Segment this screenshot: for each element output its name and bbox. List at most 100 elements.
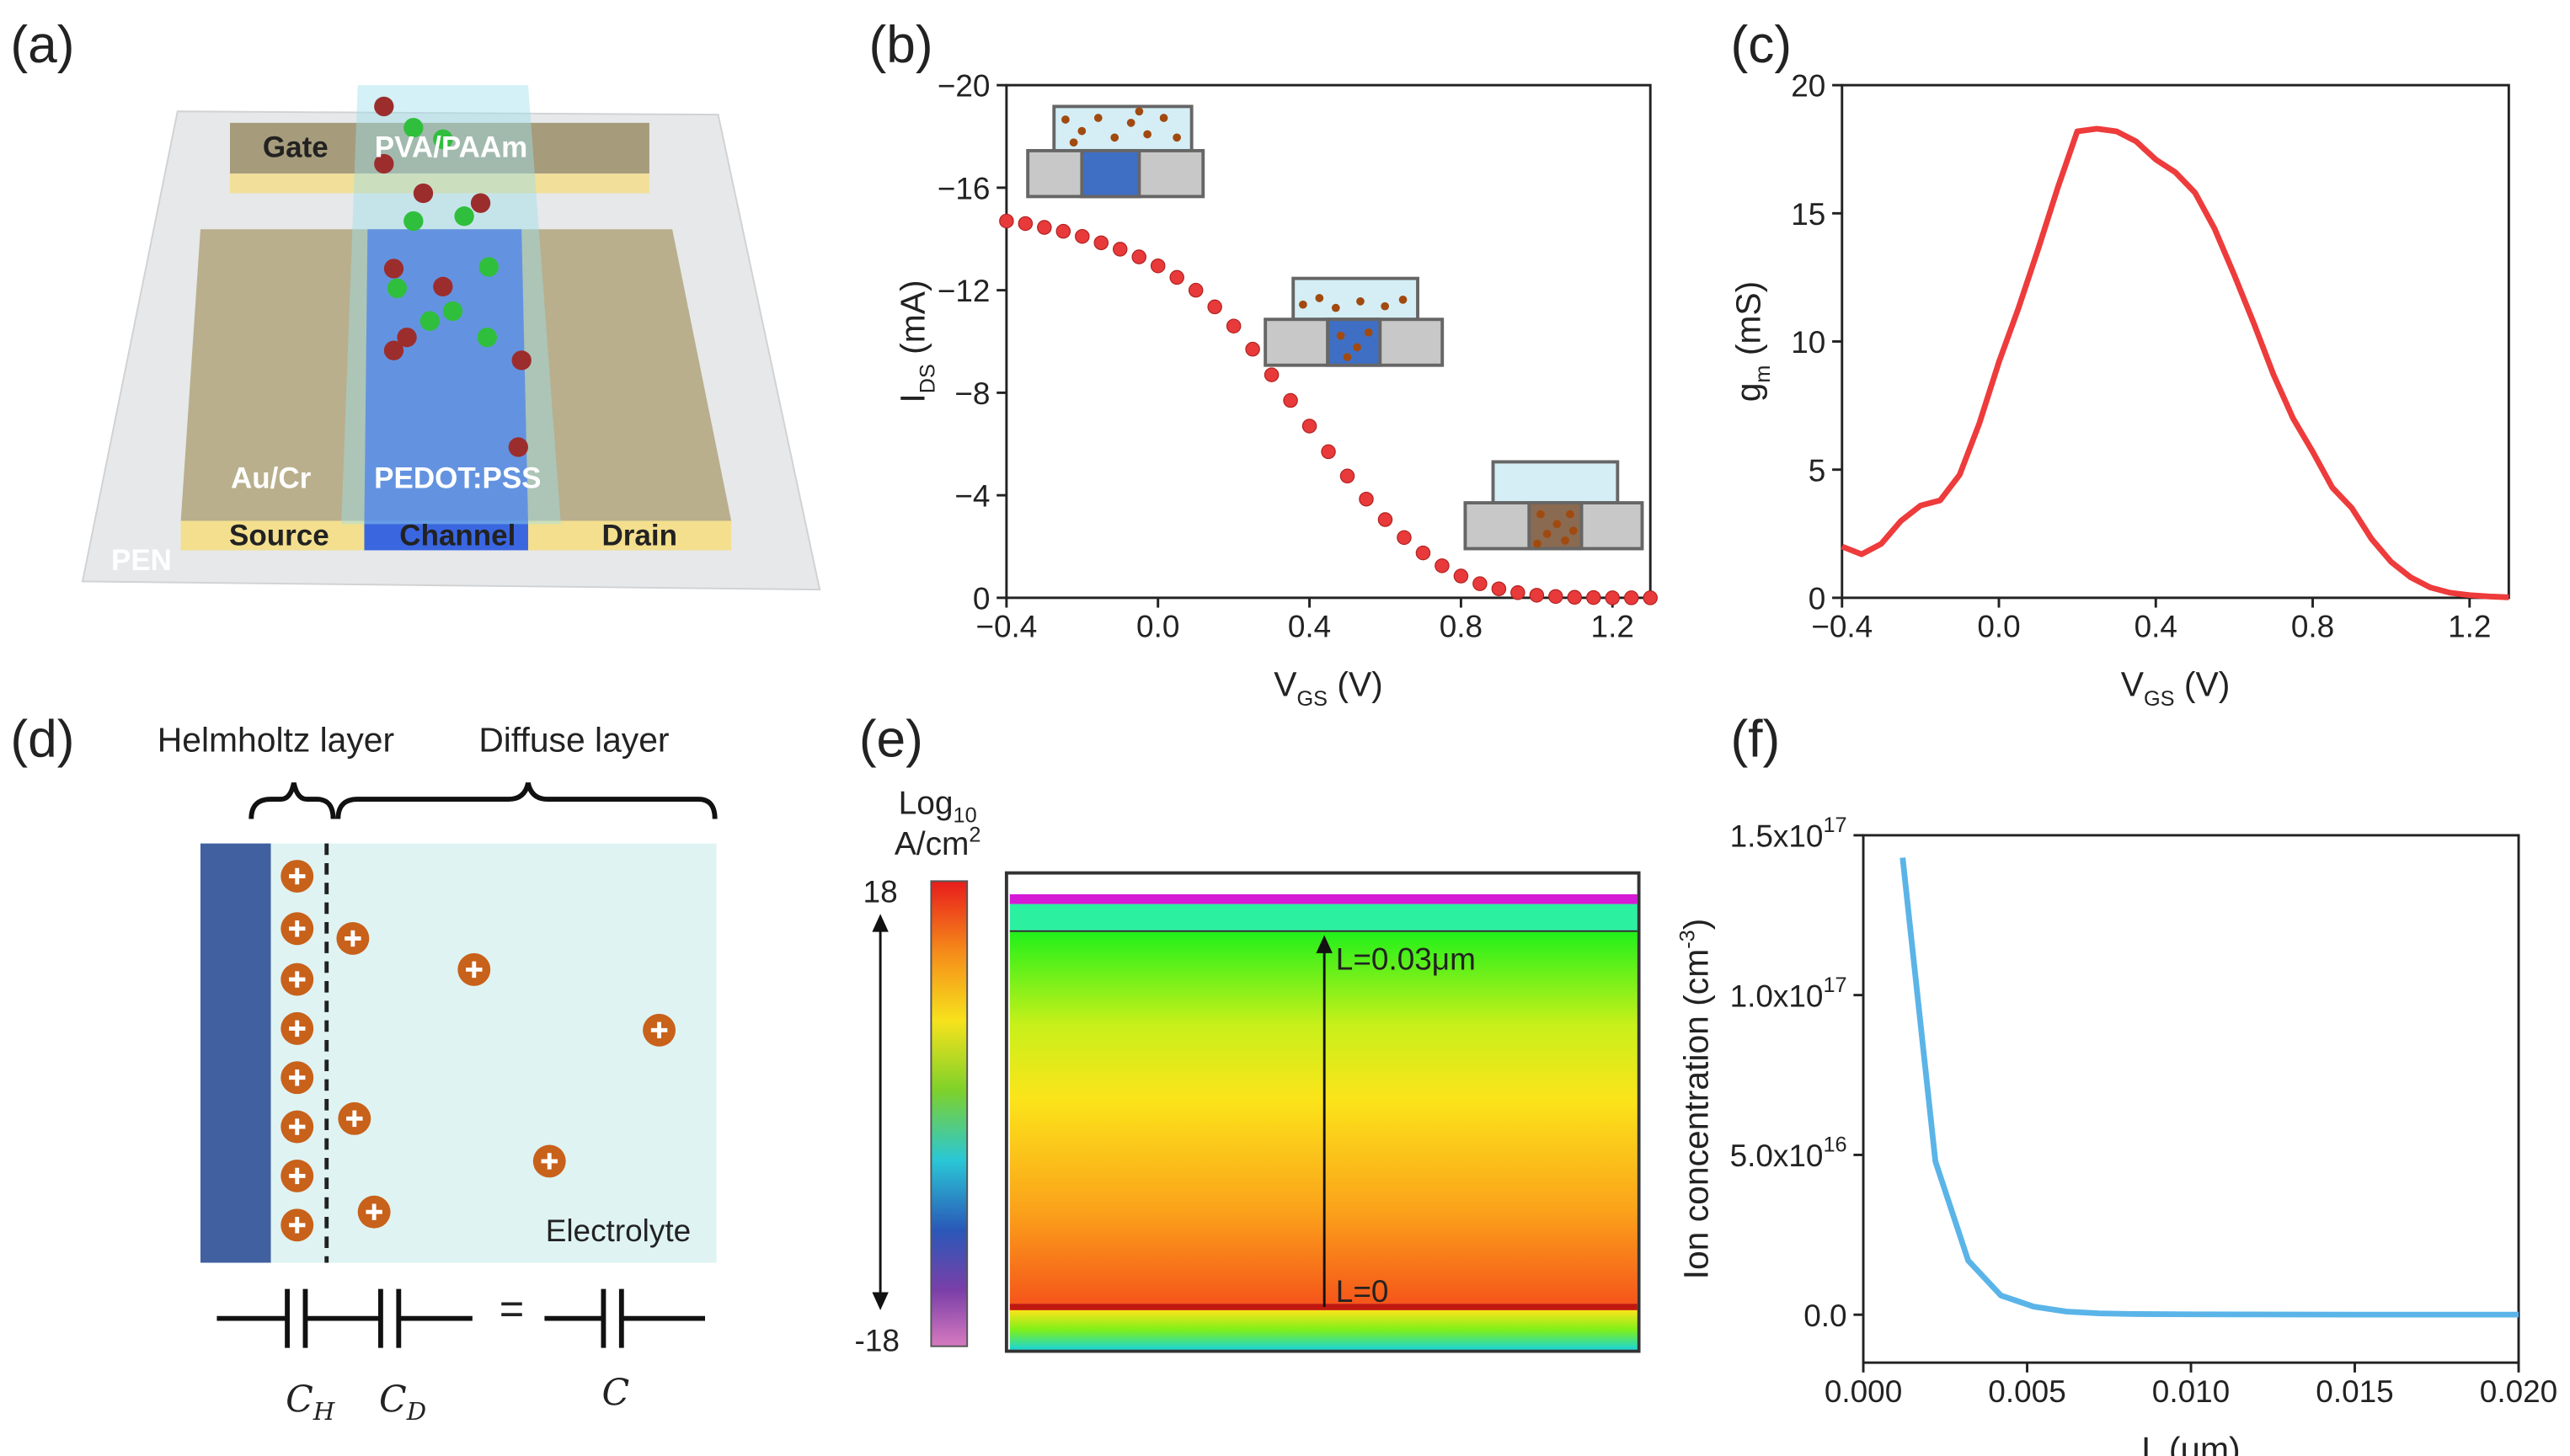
- colorbar-max: 18: [863, 875, 898, 909]
- marker: [1623, 590, 1639, 605]
- panel-label: (e): [859, 711, 923, 769]
- chart: −0.4 0.0 0.4 0.8 1.2 0 5 10 15 20 VGS (V) gm (mS): [1729, 69, 2510, 712]
- electrode: [200, 843, 271, 1263]
- x-tick-label: 0.010: [2152, 1374, 2230, 1409]
- label: Drain: [601, 520, 676, 552]
- y-tick-label: −4: [954, 479, 990, 514]
- marker: [1415, 545, 1431, 561]
- x-tick-label: 0.8: [2291, 610, 2334, 644]
- marker: [1113, 242, 1128, 257]
- label: PEDOT:PSS: [374, 462, 541, 495]
- simulation-map: Log10 A/cm2 18 -18 L=0.03μm L=0: [855, 786, 1641, 1358]
- marker: [1321, 444, 1336, 460]
- marker: [1605, 590, 1620, 605]
- inset-schematics: [1026, 104, 1644, 551]
- x-tick-label: 0.020: [2480, 1374, 2557, 1409]
- x-axis-label: L (μm): [2141, 1430, 2240, 1456]
- x-tick-label: 0.0: [1977, 610, 2020, 644]
- capacitors: [216, 1288, 706, 1348]
- panel-label: (a): [10, 16, 74, 74]
- plus-sign: [289, 920, 306, 937]
- double-layer-diagram: Helmholtz layer Diffuse layer Electrolyt…: [158, 721, 718, 1426]
- label: Gate: [263, 131, 329, 164]
- marker: [1548, 589, 1563, 605]
- y-tick-label: −16: [938, 171, 991, 205]
- electrolyte-region: [270, 843, 717, 1263]
- marker: [1510, 585, 1525, 600]
- marker: [1359, 491, 1374, 507]
- colorbar-title: Log10: [899, 786, 977, 828]
- x-tick-label: −0.4: [1811, 610, 1873, 644]
- marker: [1397, 530, 1412, 546]
- plus-sign: [289, 1167, 306, 1185]
- capacitor-label: CH: [286, 1379, 335, 1426]
- plus-sign: [541, 1153, 558, 1170]
- y-tick-label: −8: [954, 376, 990, 411]
- marker: [1188, 282, 1204, 298]
- map-band: [1009, 904, 1638, 931]
- layer-label: Helmholtz layer: [158, 721, 394, 760]
- marker: [1472, 576, 1488, 591]
- marker: [1245, 341, 1260, 357]
- marker: [1131, 249, 1146, 264]
- y-tick-label: 20: [1791, 69, 1825, 104]
- x-axis-label: VGS (V): [1274, 665, 1383, 712]
- label: Source: [229, 520, 329, 552]
- y-tick-label: 15: [1791, 197, 1825, 232]
- brace: [335, 781, 718, 819]
- y-tick-label: −20: [938, 69, 991, 104]
- charts: −0.4 0.0 0.4 0.8 1.2 0 −4 −8 −12 −16 −20 VGS (V) IDS…: [894, 69, 2558, 1456]
- annotation: L=0: [1336, 1274, 1389, 1309]
- plus-sign: [366, 1203, 382, 1220]
- plus-sign: [650, 1021, 668, 1039]
- x-tick-label: 1.2: [1591, 610, 1634, 644]
- data-line: [1899, 857, 2519, 1318]
- ions: [374, 96, 532, 457]
- label: Au/Cr: [231, 462, 312, 495]
- plus-sign: [289, 1217, 306, 1234]
- y-tick-label: 0: [1809, 581, 1826, 616]
- x-tick-label: 0.000: [1825, 1374, 1902, 1409]
- capacitor-label: CD: [379, 1379, 426, 1426]
- x-tick-label: 1.2: [2448, 610, 2491, 644]
- plus-sign: [466, 961, 483, 979]
- data-line: [1841, 125, 2509, 600]
- marker: [1150, 258, 1166, 274]
- map-band: [1009, 1309, 1638, 1350]
- electrolyte-label: Electrolyte: [546, 1213, 691, 1248]
- chart: 0.000 0.005 0.010 0.015 0.020 0.0 5.0x1016 1.0x…: [1676, 813, 2557, 1456]
- x-tick-label: 0.4: [2135, 610, 2177, 644]
- marker: [1055, 223, 1071, 239]
- arrow-head: [872, 914, 889, 932]
- x-tick-label: 0.8: [1440, 610, 1483, 644]
- y-tick-label: 10: [1791, 325, 1825, 360]
- y-axis-label: IDS (mA): [894, 280, 940, 403]
- x-tick-label: 0.005: [1988, 1374, 2065, 1409]
- marker: [1018, 216, 1034, 232]
- marker: [1301, 419, 1317, 434]
- chart: −0.4 0.0 0.4 0.8 1.2 0 −4 −8 −12 −16 −20 VGS (V) IDS…: [894, 69, 1658, 711]
- brace: [248, 782, 336, 819]
- y-tick-label: 5.0x1016: [1730, 1133, 1847, 1174]
- inset-ions: [1061, 107, 1578, 548]
- y-axis-label: Ion concentration (cm-3): [1676, 919, 1716, 1280]
- panel-label: (f): [1731, 711, 1781, 769]
- plus-sign: [289, 1020, 306, 1037]
- capacitor-label: C: [601, 1373, 629, 1415]
- map-band: [1009, 893, 1638, 904]
- channel: [364, 229, 528, 521]
- panel-label: (d): [10, 711, 74, 769]
- plus-sign: [289, 1118, 306, 1135]
- arrow-head: [1316, 935, 1333, 953]
- marker: [1264, 367, 1280, 382]
- plus-sign: [289, 1069, 306, 1086]
- marker: [999, 213, 1014, 229]
- colorbar-min: -18: [855, 1324, 900, 1358]
- y-axis-label: gm (mS): [1729, 281, 1776, 403]
- y-tick-label: −12: [938, 274, 991, 308]
- x-axis-label: VGS (V): [2121, 665, 2231, 712]
- y-tick-label: 1.0x1017: [1730, 973, 1847, 1014]
- marker: [1567, 589, 1583, 605]
- arrow-head: [872, 1292, 889, 1310]
